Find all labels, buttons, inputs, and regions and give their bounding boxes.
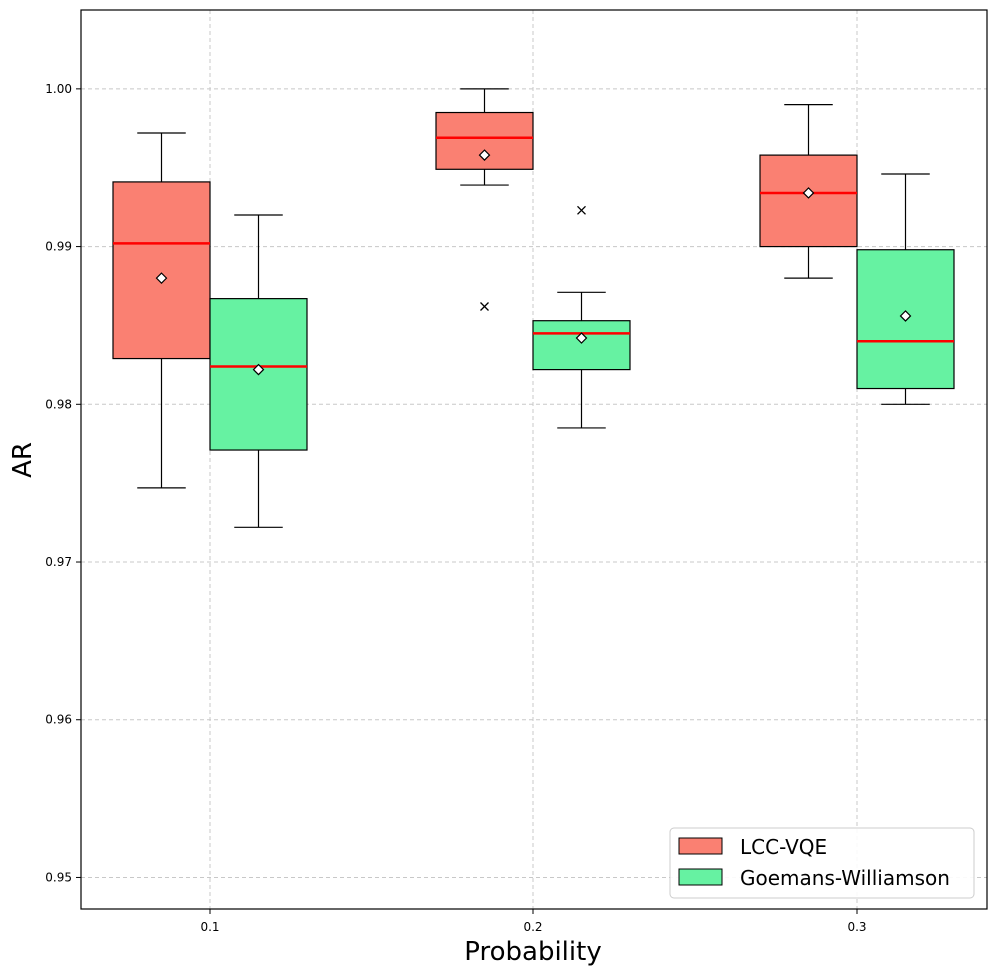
- y-axis-title: AR: [8, 442, 38, 478]
- mean-marker: [899, 310, 912, 322]
- plot-frame: [80, 9, 988, 910]
- legend-label-goemans-williamson: Goemans-Williamson: [740, 866, 950, 890]
- x-tick-label: 0.3: [847, 920, 866, 934]
- y-tick-label: 1.00: [45, 82, 72, 96]
- y-tick-label: 0.95: [45, 870, 72, 884]
- boxes: [112, 88, 955, 528]
- legend-swatch-goemans-williamson: [678, 868, 723, 886]
- x-tick-label: 0.2: [523, 920, 542, 934]
- axis-ticks: 0.95 0.96 0.97 0.98 0.99 1.00 0.1 0.2 0.3: [45, 82, 866, 934]
- y-tick-label: 0.98: [45, 397, 72, 411]
- mean-marker: [252, 363, 265, 376]
- y-tick-label: 0.97: [45, 555, 72, 569]
- box-lcc-vqe-0.1: [112, 181, 211, 360]
- legend-frame: [669, 827, 975, 899]
- legend-label-lcc-vqe: LCC-VQE: [740, 835, 827, 859]
- outlier-marker: [577, 205, 586, 215]
- mean-marker: [155, 272, 168, 284]
- outlier-marker: [480, 302, 489, 311]
- legend-swatch-lcc-vqe: [678, 837, 723, 855]
- mean-marker: [802, 187, 815, 199]
- y-tick-label: 0.99: [45, 240, 72, 254]
- mean-marker: [478, 149, 491, 161]
- x-axis-title: Probability: [464, 937, 601, 967]
- plot-background: [81, 10, 987, 909]
- box-goemans-williamson-0.2: [532, 320, 631, 371]
- legend: LCC-VQE Goemans-Williamson: [669, 827, 975, 899]
- x-tick-label: 0.1: [200, 920, 219, 934]
- box-lcc-vqe-0.3: [759, 154, 858, 248]
- mean-marker: [575, 332, 588, 344]
- y-tick-label: 0.96: [45, 713, 72, 727]
